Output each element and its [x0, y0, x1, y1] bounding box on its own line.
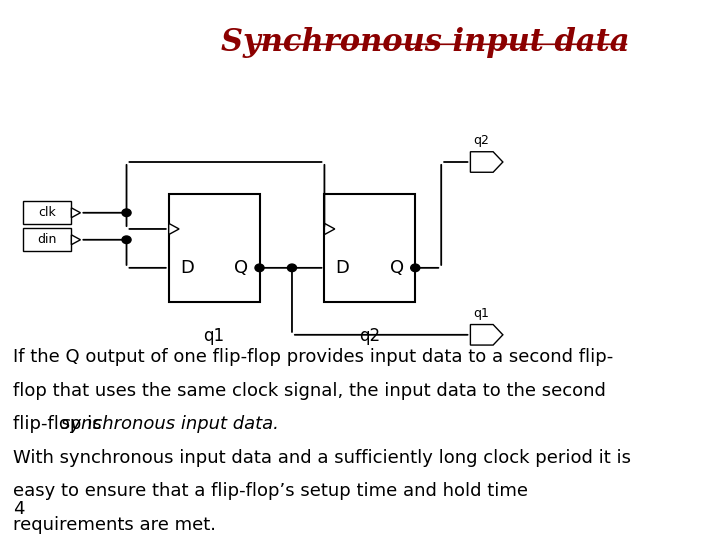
Text: Synchronous input data: Synchronous input data	[221, 27, 629, 58]
Polygon shape	[325, 224, 335, 234]
Text: With synchronous input data and a sufficiently long clock period it is: With synchronous input data and a suffic…	[13, 449, 631, 467]
Text: D: D	[336, 259, 349, 277]
FancyBboxPatch shape	[23, 228, 71, 251]
Text: easy to ensure that a flip-flop’s setup time and hold time: easy to ensure that a flip-flop’s setup …	[13, 482, 528, 500]
Text: Q: Q	[390, 259, 404, 277]
Text: 4: 4	[13, 501, 24, 518]
Text: flop that uses the same clock signal, the input data to the second: flop that uses the same clock signal, th…	[13, 382, 606, 400]
Polygon shape	[470, 325, 503, 345]
Polygon shape	[168, 224, 179, 234]
Text: flip-flop is: flip-flop is	[13, 415, 107, 433]
Text: synchronous input data.: synchronous input data.	[61, 415, 279, 433]
Polygon shape	[71, 208, 81, 218]
Circle shape	[410, 264, 420, 272]
Text: If the Q output of one flip-flop provides input data to a second flip-: If the Q output of one flip-flop provide…	[13, 348, 613, 366]
Text: requirements are met.: requirements are met.	[13, 516, 216, 534]
FancyBboxPatch shape	[325, 194, 415, 302]
Circle shape	[122, 236, 131, 244]
FancyBboxPatch shape	[23, 201, 71, 224]
Polygon shape	[71, 235, 81, 245]
FancyBboxPatch shape	[168, 194, 259, 302]
Circle shape	[287, 264, 297, 272]
Text: q2: q2	[473, 134, 489, 147]
Text: q1: q1	[473, 307, 489, 320]
Polygon shape	[470, 152, 503, 172]
Text: clk: clk	[38, 206, 56, 219]
Text: q1: q1	[204, 327, 225, 345]
Text: Q: Q	[234, 259, 248, 277]
Circle shape	[255, 264, 264, 272]
Text: din: din	[37, 233, 57, 246]
Text: q2: q2	[359, 327, 380, 345]
Circle shape	[122, 209, 131, 217]
Text: D: D	[180, 259, 194, 277]
